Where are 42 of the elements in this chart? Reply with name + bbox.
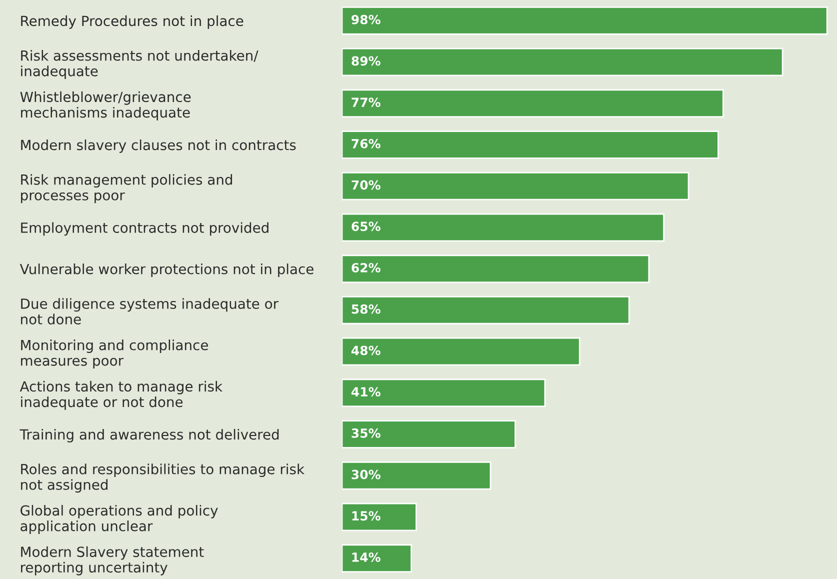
y-tick-label: Whistleblower/grievance mechanisms inadequate (20, 91, 191, 120)
bar (342, 130, 719, 159)
data-label: 77% (352, 98, 380, 108)
y-tick-label: Vulnerable worker protections not in place (20, 264, 314, 277)
data-label: 48% (351, 346, 380, 356)
bar (342, 378, 546, 408)
y-tick-label: Risk management policies and processes poor (21, 174, 232, 204)
data-label: 70% (352, 180, 380, 190)
data-label: 15% (352, 511, 380, 521)
bar (342, 544, 412, 572)
bar (342, 6, 828, 35)
bar (342, 461, 492, 490)
y-tick-label: Modern slavery clauses not in contracts (21, 139, 296, 153)
y-tick-label: Due diligence systems inadequate or not done (21, 298, 279, 324)
bar (342, 502, 417, 532)
y-tick-label: Global operations and policy application unclear (20, 504, 218, 534)
y-tick-label: Roles and responsibilities to manage risk not assigned (21, 464, 304, 493)
bar (342, 172, 690, 200)
y-tick-label: Remedy Procedures not in place (21, 15, 244, 29)
bar (342, 213, 664, 242)
data-label: 14% (352, 552, 380, 562)
data-label: 58% (352, 304, 380, 314)
bar (342, 254, 650, 283)
data-label: 98% (352, 14, 380, 24)
data-label: 76% (352, 138, 380, 148)
data-label: 35% (352, 428, 380, 438)
data-label: 30% (352, 470, 380, 480)
y-tick-label: Risk assessments not undertaken/ inadequate (21, 50, 258, 80)
data-label: 62% (352, 262, 380, 272)
bar (342, 48, 784, 76)
y-tick-label: Employment contracts not provided (21, 222, 268, 236)
bar (342, 420, 516, 448)
y-tick-label: Monitoring and compliance measures poor (21, 340, 208, 369)
bar (342, 337, 580, 366)
bar (342, 296, 630, 324)
bar (342, 89, 724, 118)
data-label: 65% (352, 222, 380, 232)
y-tick-label: Actions taken to manage risk inadequate or not done (20, 380, 222, 410)
data-label: 41% (351, 387, 380, 397)
y-tick-label: Training and awareness not delivered (20, 428, 279, 442)
y-tick-label: Modern Slavery statement reporting uncertainty (21, 546, 204, 576)
data-label: 89% (352, 56, 380, 66)
